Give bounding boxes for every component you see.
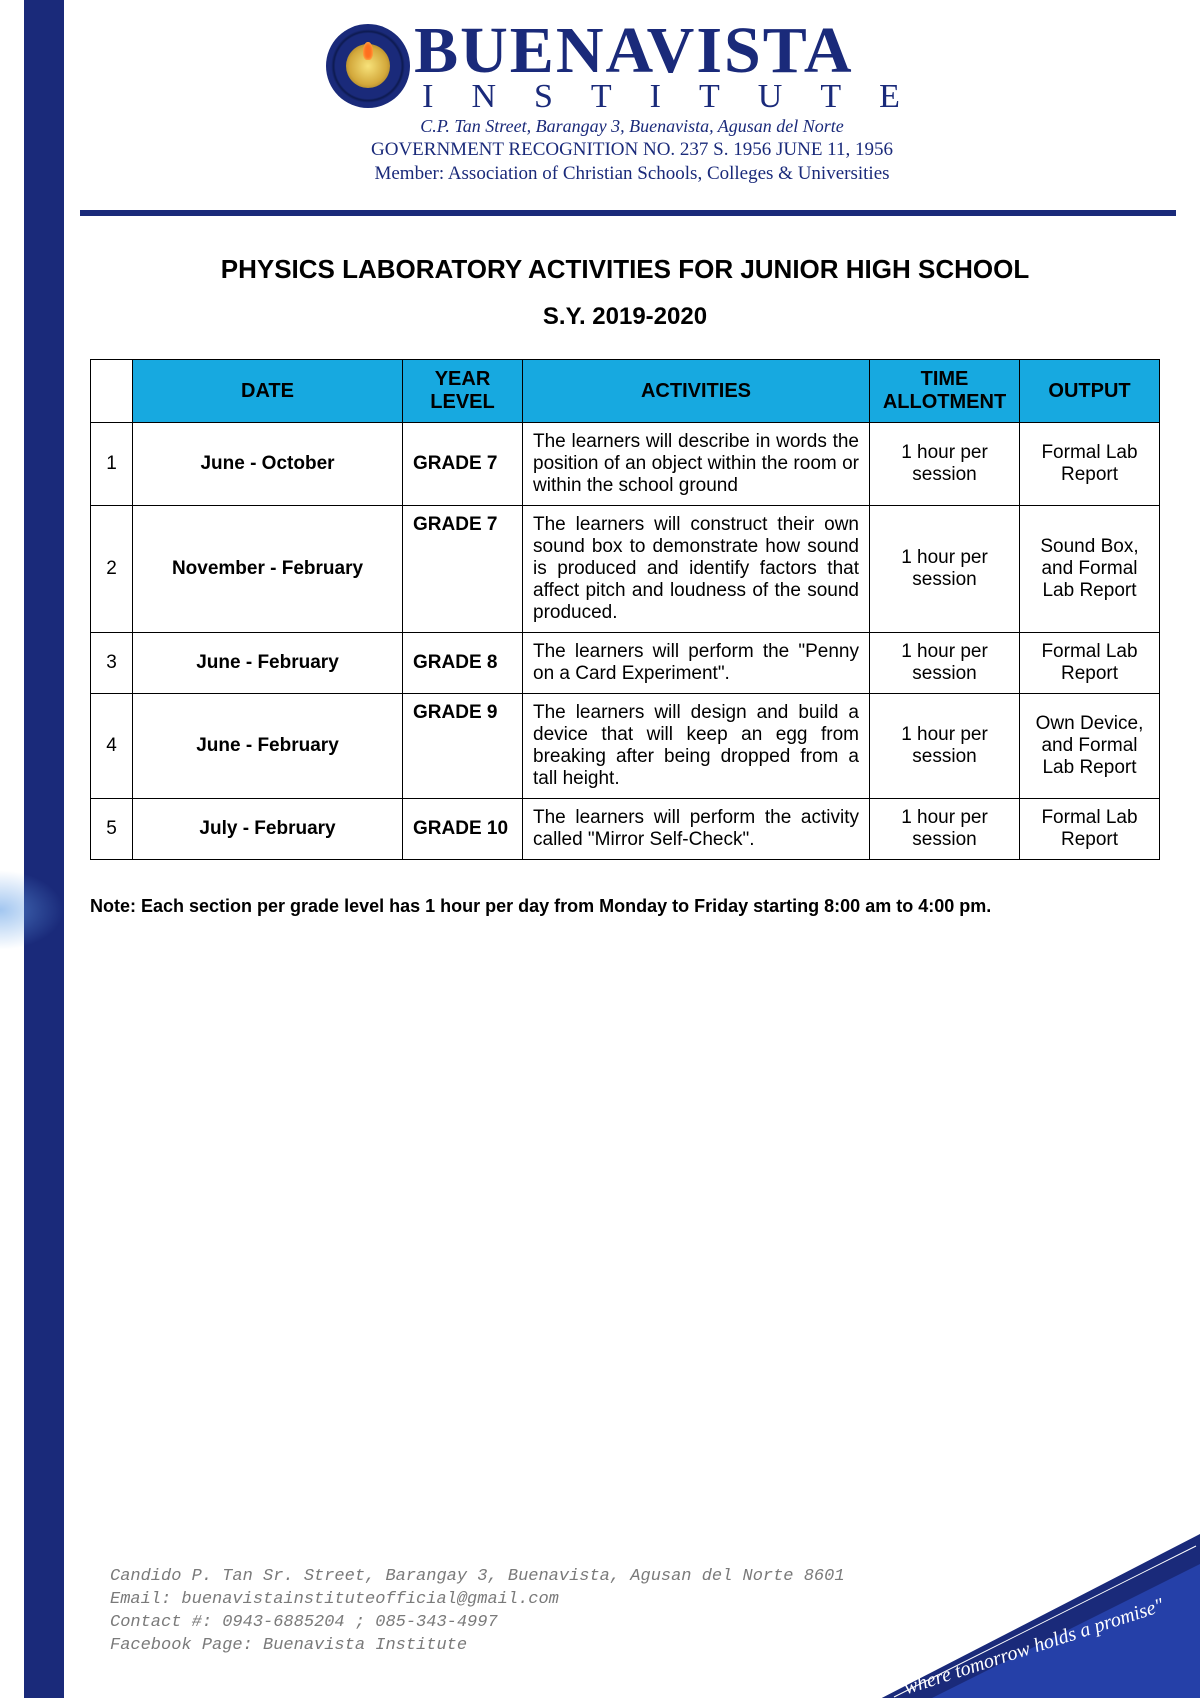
- table-row: 2 November - February GRADE 7 The learne…: [91, 506, 1160, 633]
- col-header-output: OUTPUT: [1020, 360, 1160, 423]
- row-num: 3: [91, 633, 133, 694]
- row-year: GRADE 7: [403, 506, 523, 633]
- corner-ribbon: "where tomorrow holds a promise": [840, 1528, 1200, 1698]
- row-num: 2: [91, 506, 133, 633]
- col-header-time: TIME ALLOTMENT: [870, 360, 1020, 423]
- col-header-date: DATE: [133, 360, 403, 423]
- row-year: GRADE 9: [403, 694, 523, 799]
- row-year: GRADE 10: [403, 799, 523, 860]
- col-header-year: YEAR LEVEL: [403, 360, 523, 423]
- wordmark: BUENAVISTA INSTITUTE: [414, 18, 938, 114]
- row-year: GRADE 8: [403, 633, 523, 694]
- header-member: Member: Association of Christian Schools…: [64, 163, 1200, 185]
- row-output: Formal Lab Report: [1020, 799, 1160, 860]
- row-activity: The learners will describe in words the …: [523, 423, 870, 506]
- row-time: 1 hour per session: [870, 633, 1020, 694]
- row-date: July - February: [133, 799, 403, 860]
- header-recognition: GOVERNMENT RECOGNITION NO. 237 S. 1956 J…: [64, 139, 1200, 161]
- table-header-row: DATE YEAR LEVEL ACTIVITIES TIME ALLOTMEN…: [91, 360, 1160, 423]
- document-body: PHYSICS LABORATORY ACTIVITIES FOR JUNIOR…: [90, 254, 1160, 917]
- row-time: 1 hour per session: [870, 423, 1020, 506]
- col-header-activities: ACTIVITIES: [523, 360, 870, 423]
- col-header-blank: [91, 360, 133, 423]
- row-time: 1 hour per session: [870, 694, 1020, 799]
- table-row: 1 June - October GRADE 7 The learners wi…: [91, 423, 1160, 506]
- row-num: 5: [91, 799, 133, 860]
- row-time: 1 hour per session: [870, 799, 1020, 860]
- row-activity: The learners will design and build a dev…: [523, 694, 870, 799]
- letterhead: BUENAVISTA INSTITUTE C.P. Tan Street, Ba…: [64, 18, 1200, 185]
- school-year: S.Y. 2019-2020: [90, 303, 1160, 331]
- activities-table: DATE YEAR LEVEL ACTIVITIES TIME ALLOTMEN…: [90, 359, 1160, 860]
- logo-row: BUENAVISTA INSTITUTE: [326, 18, 938, 114]
- left-glow: [0, 870, 64, 950]
- row-date: June - February: [133, 633, 403, 694]
- school-seal-icon: [326, 24, 410, 108]
- row-activity: The learners will construct their own so…: [523, 506, 870, 633]
- row-date: November - February: [133, 506, 403, 633]
- table-row: 4 June - February GRADE 9 The learners w…: [91, 694, 1160, 799]
- header-address: C.P. Tan Street, Barangay 3, Buenavista,…: [64, 116, 1200, 137]
- row-activity: The learners will perform the activity c…: [523, 799, 870, 860]
- page: BUENAVISTA INSTITUTE C.P. Tan Street, Ba…: [0, 0, 1200, 1698]
- row-output: Sound Box, and Formal Lab Report: [1020, 506, 1160, 633]
- wordmark-sub: INSTITUTE: [414, 80, 938, 114]
- row-num: 4: [91, 694, 133, 799]
- left-accent-bar: [24, 0, 64, 1698]
- header-divider: [80, 210, 1176, 216]
- row-date: June - February: [133, 694, 403, 799]
- row-output: Formal Lab Report: [1020, 423, 1160, 506]
- table-row: 3 June - February GRADE 8 The learners w…: [91, 633, 1160, 694]
- wordmark-main: BUENAVISTA: [414, 18, 938, 84]
- row-date: June - October: [133, 423, 403, 506]
- table-row: 5 July - February GRADE 10 The learners …: [91, 799, 1160, 860]
- row-num: 1: [91, 423, 133, 506]
- row-output: Own Device, and Formal Lab Report: [1020, 694, 1160, 799]
- note-text: Note: Each section per grade level has 1…: [90, 896, 1160, 917]
- row-output: Formal Lab Report: [1020, 633, 1160, 694]
- row-year: GRADE 7: [403, 423, 523, 506]
- row-activity: The learners will perform the "Penny on …: [523, 633, 870, 694]
- row-time: 1 hour per session: [870, 506, 1020, 633]
- page-title: PHYSICS LABORATORY ACTIVITIES FOR JUNIOR…: [90, 254, 1160, 285]
